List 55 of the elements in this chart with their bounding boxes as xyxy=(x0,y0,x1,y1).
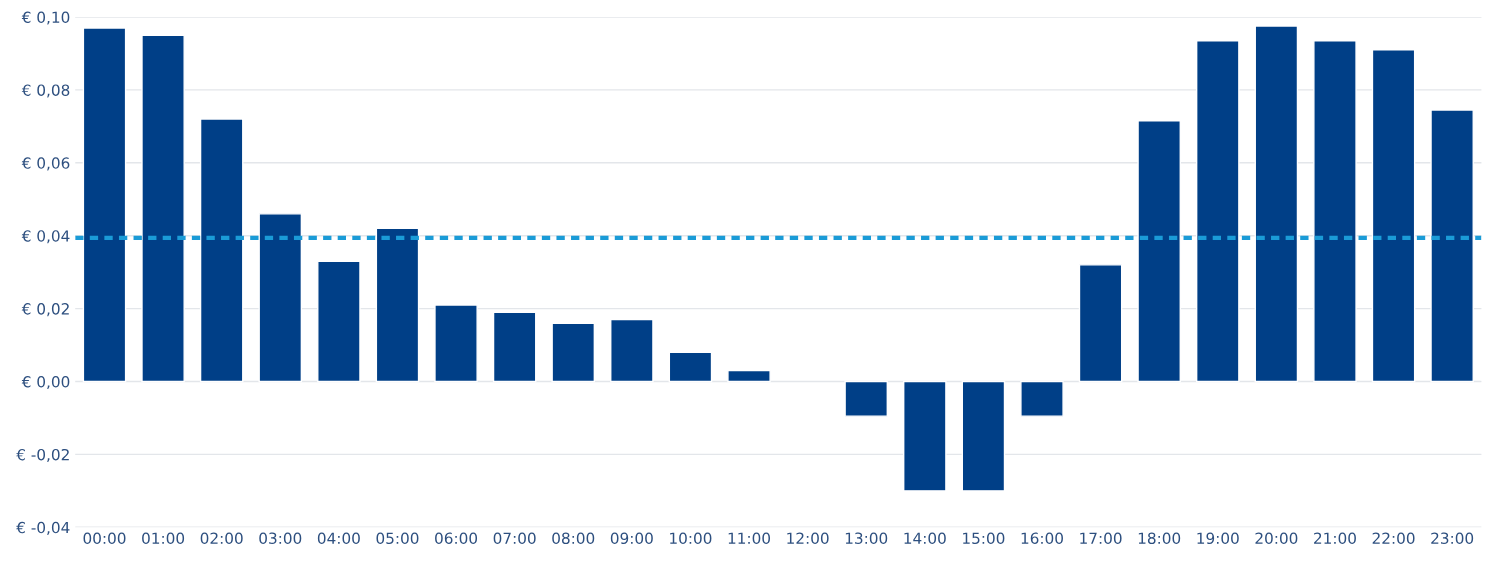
bar xyxy=(903,380,947,492)
y-tick-label: € -0,04 xyxy=(16,521,70,535)
x-tick-label: 23:00 xyxy=(1431,532,1474,544)
x-tick-label: 06:00 xyxy=(435,532,478,544)
y-tick-label: € -0,02 xyxy=(16,448,69,462)
bar xyxy=(1430,109,1474,383)
bar xyxy=(1313,40,1357,383)
bar xyxy=(434,304,478,383)
x-tick-label: 22:00 xyxy=(1372,532,1415,544)
x-tick-label: 07:00 xyxy=(493,532,536,544)
bar xyxy=(844,380,888,417)
bar xyxy=(258,213,303,383)
x-tick-label: 09:00 xyxy=(610,532,653,544)
bar xyxy=(375,227,420,383)
bar xyxy=(727,369,771,383)
x-tick-label: 16:00 xyxy=(1021,532,1063,544)
x-tick-label: 00:00 xyxy=(83,532,126,544)
bar xyxy=(551,322,596,383)
y-tick-label: € 0,02 xyxy=(21,303,69,317)
bar xyxy=(668,351,713,383)
bar xyxy=(610,318,654,383)
bar xyxy=(1254,25,1299,383)
x-tick-label: 11:00 xyxy=(728,532,771,544)
x-tick-label: 21:00 xyxy=(1314,532,1356,544)
x-tick-label: 02:00 xyxy=(200,532,243,544)
x-tick-label: 20:00 xyxy=(1255,532,1298,544)
bar xyxy=(1078,264,1123,383)
x-tick-label: 18:00 xyxy=(1138,532,1181,544)
x-tick-label: 01:00 xyxy=(142,532,185,544)
y-tick-label: € 0,04 xyxy=(21,230,70,244)
y-tick-label: € 0,08 xyxy=(21,84,70,98)
bar xyxy=(82,27,127,383)
y-tick-label: € 0,00 xyxy=(21,375,70,390)
bar xyxy=(199,118,244,383)
x-tick-label: 12:00 xyxy=(787,532,829,544)
bar xyxy=(141,34,185,383)
bar xyxy=(1137,120,1181,383)
x-tick-label: 13:00 xyxy=(845,532,888,544)
y-tick-label: € 0,10 xyxy=(21,11,70,25)
x-tick-label: 08:00 xyxy=(552,532,595,544)
bar xyxy=(492,311,537,383)
bar xyxy=(317,260,361,383)
x-tick-label: 10:00 xyxy=(670,532,712,544)
bar xyxy=(1195,40,1240,383)
x-tick-label: 05:00 xyxy=(376,532,419,544)
x-tick-label: 19:00 xyxy=(1197,532,1239,544)
x-tick-label: 14:00 xyxy=(904,532,946,544)
bar xyxy=(1020,380,1064,417)
x-tick-label: 03:00 xyxy=(259,532,302,544)
bar xyxy=(961,380,1006,492)
x-tick-label: 15:00 xyxy=(963,532,1005,544)
y-tick-label: € 0,06 xyxy=(21,157,70,171)
x-tick-label: 04:00 xyxy=(317,532,360,544)
bar xyxy=(1371,49,1416,383)
x-tick-label: 17:00 xyxy=(1080,532,1122,544)
